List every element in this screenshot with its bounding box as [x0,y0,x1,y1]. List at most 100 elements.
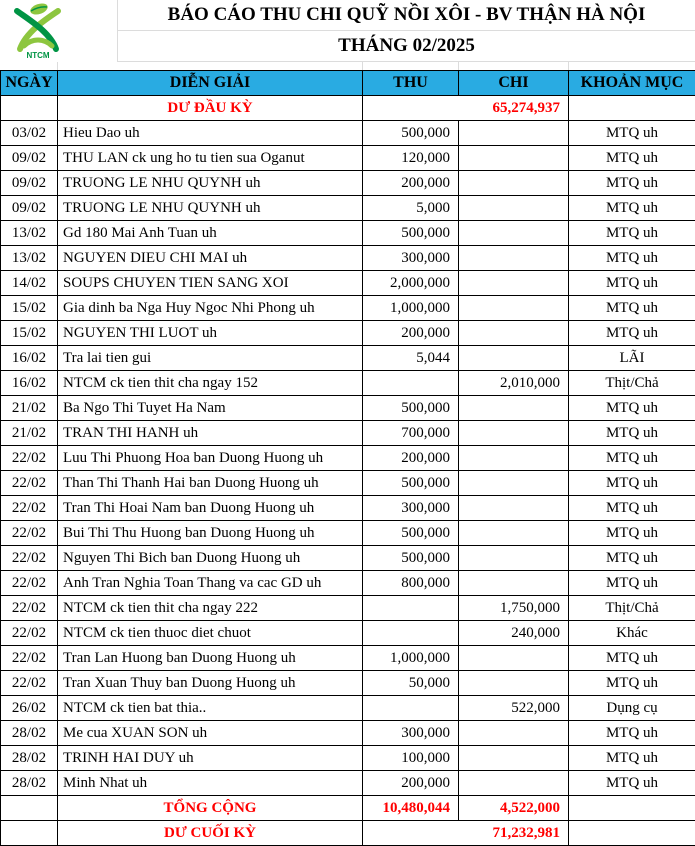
cell-category: MTQ uh [568,520,695,546]
cell-description: NGUYEN THI LUOT uh [57,320,363,346]
logo-cell: NTCM [0,0,118,62]
cell-thu: 200,000 [362,170,459,196]
cell-thu: 50,000 [362,670,459,696]
column-header-ngay: NGÀY [0,70,58,96]
cell-description: Tran Thi Hoai Nam ban Duong Huong uh [57,495,363,521]
cell-category: MTQ uh [568,395,695,421]
cell-thu: 500,000 [362,120,459,146]
closing-date-cell [0,820,58,846]
table-row: 28/02 TRINH HAI DUY uh 100,000 MTQ uh [0,745,695,771]
cell-description: Ba Ngo Thi Tuyet Ha Nam [57,395,363,421]
cell-chi [458,145,569,171]
cell-thu: 300,000 [362,495,459,521]
cell-description: Tra lai tien gui [57,345,363,371]
cell-thu: 500,000 [362,545,459,571]
column-header-thu: THU [362,70,459,96]
cell-description: Anh Tran Nghia Toan Thang va cac GD uh [57,570,363,596]
total-label: TỔNG CỘNG [57,795,363,821]
total-category-cell [568,795,695,821]
report-month: THÁNG 02/2025 [118,31,695,62]
cell-date: 22/02 [0,670,58,696]
table-row: 26/02 NTCM ck tien bat thia.. 522,000 Dụng … [0,695,695,721]
cell-category: Thịt/Chả [568,595,695,621]
cell-category: MTQ uh [568,445,695,471]
cell-description: Gia dinh ba Nga Huy Ngoc Nhi Phong uh [57,295,363,321]
cell-description: Tran Lan Huong ban Duong Huong uh [57,645,363,671]
cell-thu: 1,000,000 [362,645,459,671]
table-row: 09/02 TRUONG LE NHU QUYNH uh 5,000 MTQ uh [0,195,695,221]
cell-description: Gd 180 Mai Anh Tuan uh [57,220,363,246]
cell-thu: 300,000 [362,720,459,746]
cell-category: MTQ uh [568,770,695,796]
table-row: 13/02 Gd 180 Mai Anh Tuan uh 500,000 MTQ uh [0,220,695,246]
cell-thu: 800,000 [362,570,459,596]
cell-date: 22/02 [0,595,58,621]
cell-date: 21/02 [0,395,58,421]
table-row: 22/02 Tran Thi Hoai Nam ban Duong Huong u… [0,495,695,521]
transactions-body: 03/02 Hieu Dao uh 500,000 MTQ uh 09/02 THU LA… [0,120,695,796]
cell-category: MTQ uh [568,320,695,346]
table-row: 22/02 Anh Tran Nghia Toan Thang va cac GD… [0,570,695,596]
cell-date: 22/02 [0,620,58,646]
table-row: 21/02 Ba Ngo Thi Tuyet Ha Nam 500,000 MTQ u… [0,395,695,421]
cell-category: MTQ uh [568,495,695,521]
cell-chi [458,220,569,246]
cell-thu [362,620,459,646]
table-row: 22/02 Tran Xuan Thuy ban Duong Huong uh 50… [0,670,695,696]
cell-chi [458,120,569,146]
cell-category: MTQ uh [568,570,695,596]
cell-thu: 2,000,000 [362,270,459,296]
opening-balance-label: DƯ ĐẦU KỲ [57,95,363,121]
table-row: 09/02 THU LAN ck ung ho tu tien sua Oganu… [0,145,695,171]
table-row: 16/02 Tra lai tien gui 5,044 LÃI [0,345,695,371]
total-date-cell [0,795,58,821]
cell-date: 09/02 [0,145,58,171]
total-chi-amount: 4,522,000 [458,795,569,821]
cell-description: TRAN THI HANH uh [57,420,363,446]
cell-category: MTQ uh [568,720,695,746]
table-row: 22/02 Tran Lan Huong ban Duong Huong uh 1,… [0,645,695,671]
cell-thu: 500,000 [362,220,459,246]
cell-category: MTQ uh [568,195,695,221]
table-row: 14/02 SOUPS CHUYEN TIEN SANG XOI 2,000,000… [0,270,695,296]
cell-chi [458,295,569,321]
cell-date: 26/02 [0,695,58,721]
cell-category: MTQ uh [568,220,695,246]
cell-chi [458,495,569,521]
cell-thu: 1,000,000 [362,295,459,321]
closing-balance-label: DƯ CUỐI KỲ [57,820,363,846]
cell-category: Dụng cụ [568,695,695,721]
cell-category: Khác [568,620,695,646]
cell-chi [458,645,569,671]
cell-description: Hieu Dao uh [57,120,363,146]
cell-thu: 200,000 [362,770,459,796]
title-lines: BÁO CÁO THU CHI QUỸ NỒI XÔI - BV THẬN HÀ… [118,0,695,62]
opening-balance-amount: 65,274,937 [362,95,569,121]
gap-strip [0,62,695,70]
cell-date: 22/02 [0,495,58,521]
cell-category: MTQ uh [568,145,695,171]
cell-category: MTQ uh [568,245,695,271]
cell-description: Luu Thi Phuong Hoa ban Duong Huong uh [57,445,363,471]
cell-date: 16/02 [0,345,58,371]
cell-date: 13/02 [0,220,58,246]
cell-thu: 500,000 [362,520,459,546]
cell-category: LÃI [568,345,695,371]
cell-chi [458,170,569,196]
cell-date: 28/02 [0,745,58,771]
cell-chi [458,545,569,571]
logo-text: NTCM [26,51,49,60]
cell-thu: 500,000 [362,395,459,421]
opening-balance-row: DƯ ĐẦU KỲ 65,274,937 [0,95,695,121]
cell-thu [362,695,459,721]
column-header-chi: CHI [458,70,569,96]
cell-category: MTQ uh [568,295,695,321]
table-row: 09/02 TRUONG LE NHU QUYNH uh 200,000 MTQ uh [0,170,695,196]
cell-description: SOUPS CHUYEN TIEN SANG XOI [57,270,363,296]
cell-chi: 2,010,000 [458,370,569,396]
cell-date: 22/02 [0,520,58,546]
cell-thu: 100,000 [362,745,459,771]
cell-thu [362,370,459,396]
cell-chi [458,395,569,421]
title-area: NTCM BÁO CÁO THU CHI QUỸ NỒI XÔI - BV TH… [0,0,695,62]
